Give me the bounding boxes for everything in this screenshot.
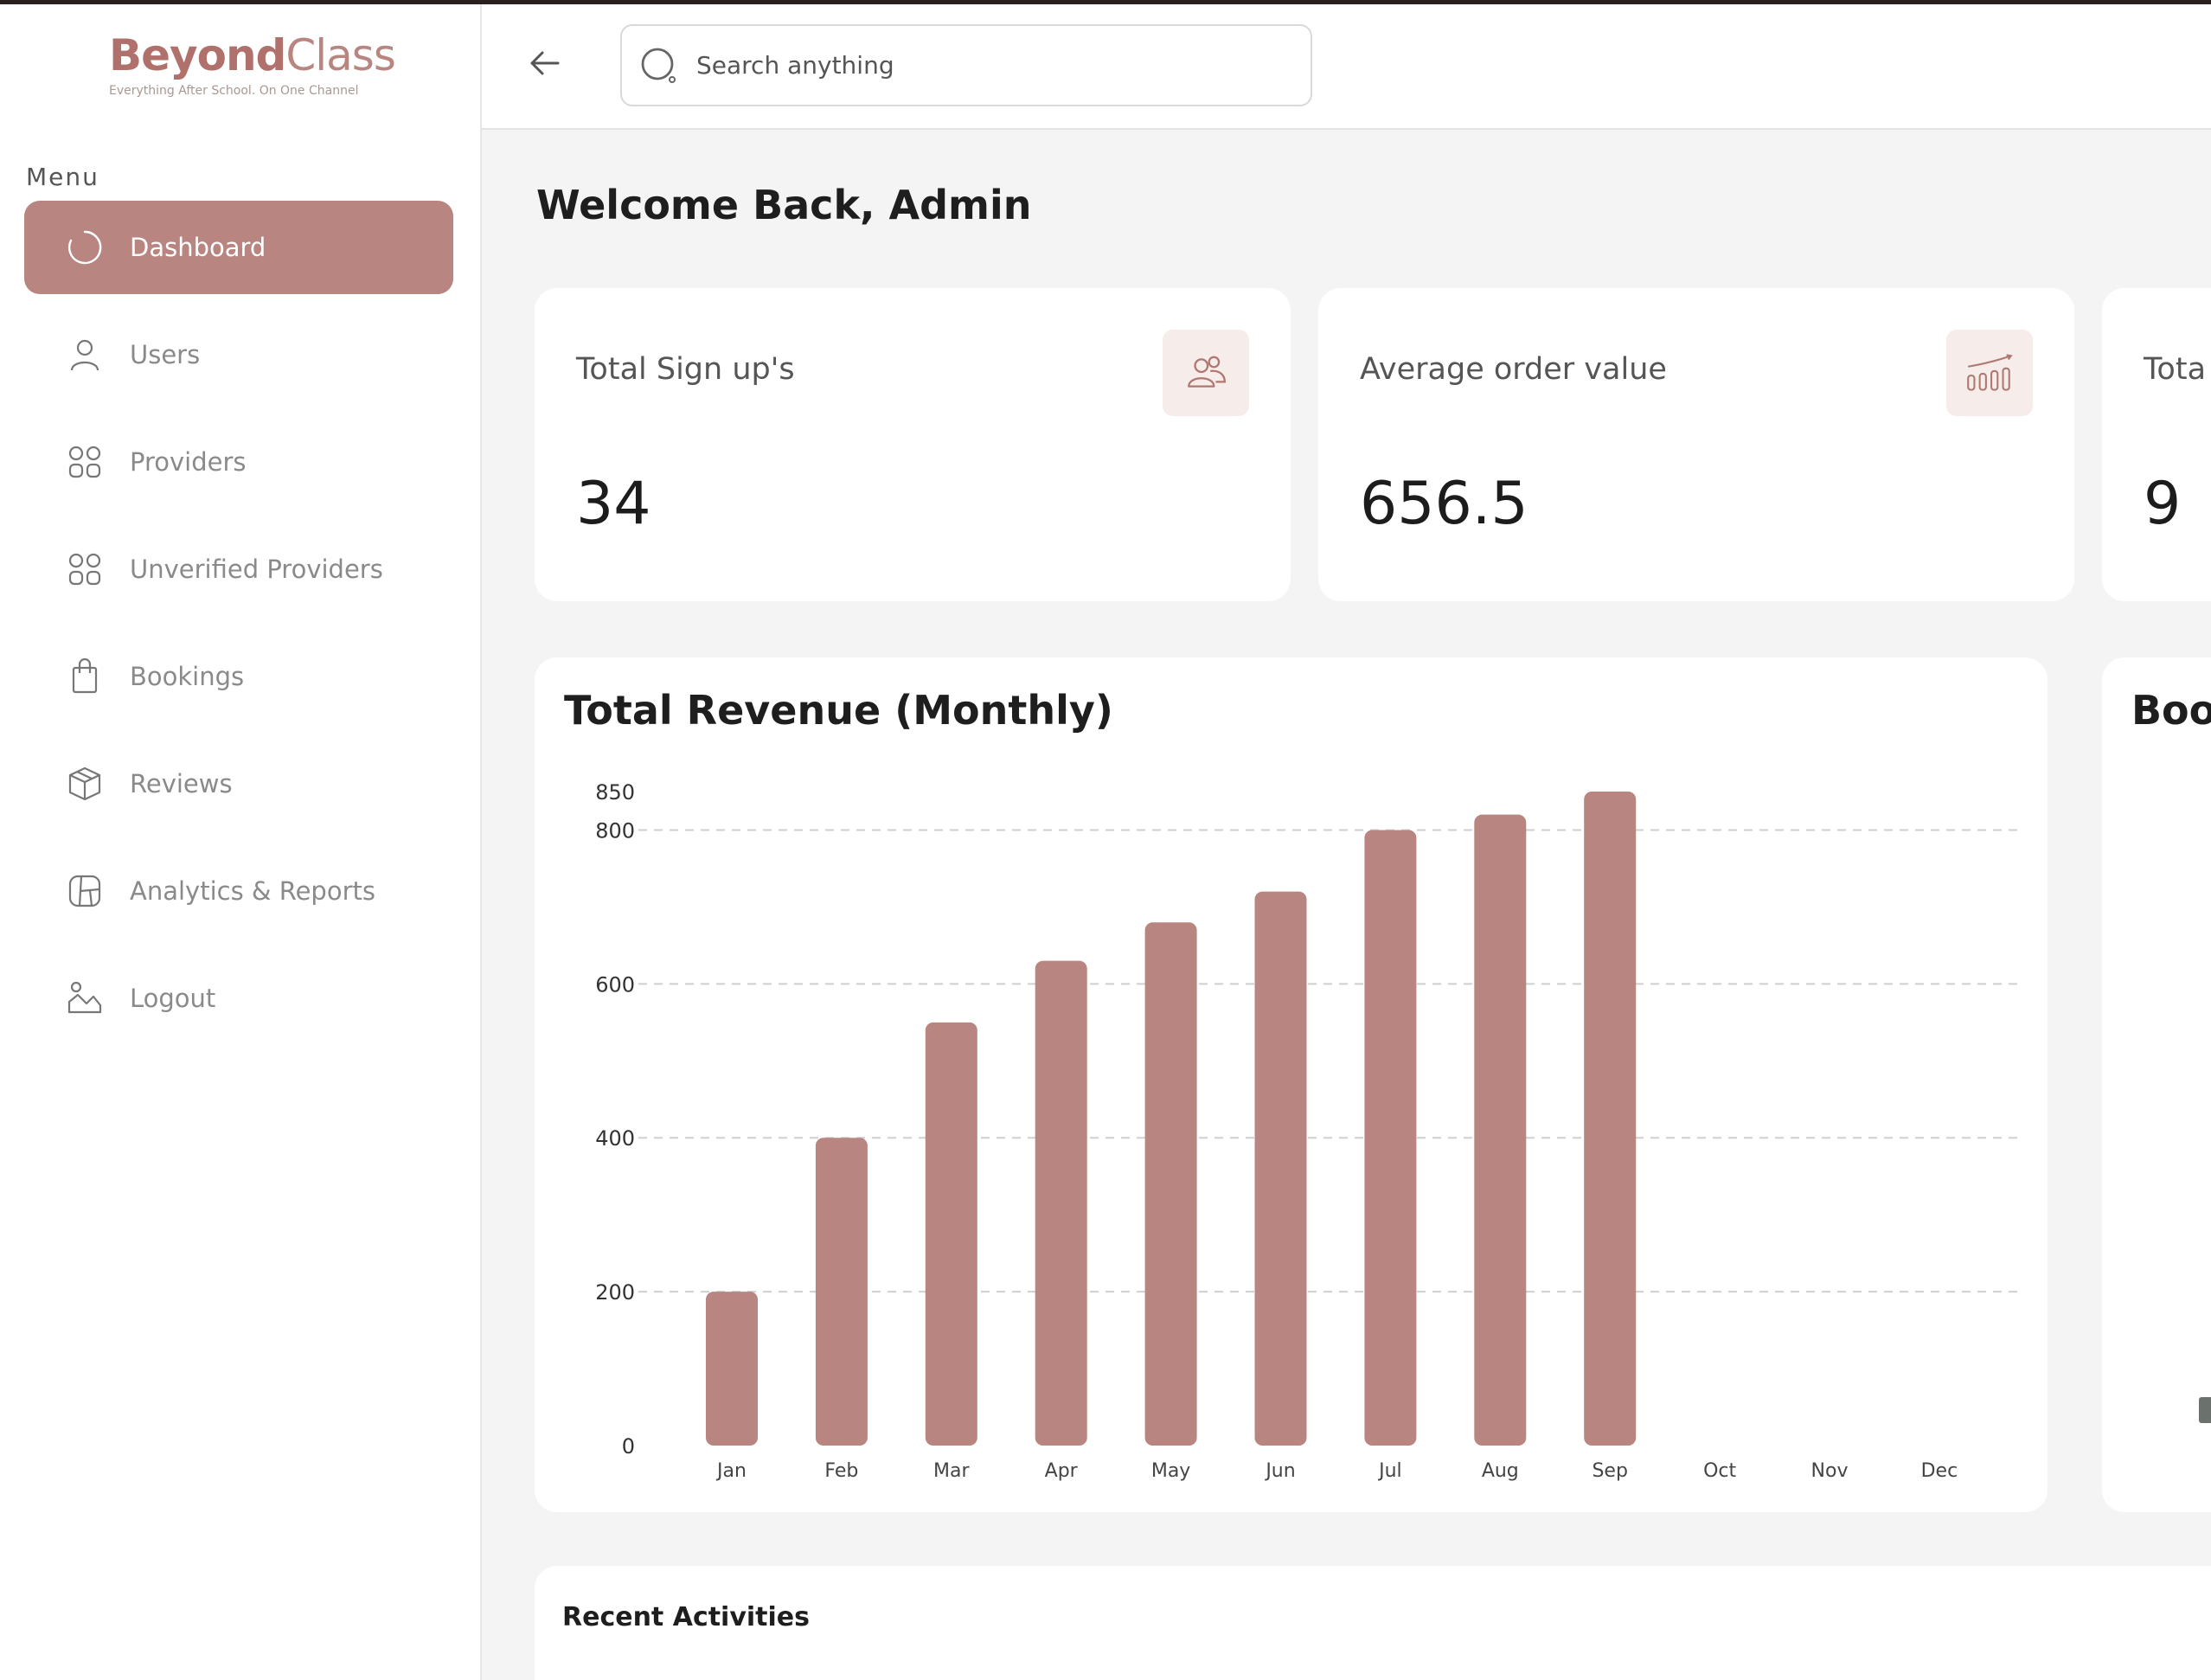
sidebar-item-logout[interactable]: Logout bbox=[24, 952, 453, 1045]
stat-card-partial: Tota 9 bbox=[2102, 288, 2211, 601]
x-tick-label: Apr bbox=[1045, 1460, 1079, 1482]
legend-swatch bbox=[2199, 1397, 2211, 1423]
chart-panel-icon bbox=[66, 872, 104, 910]
bar bbox=[706, 1292, 758, 1446]
bar bbox=[1254, 891, 1307, 1446]
sidebar-item-label: Bookings bbox=[130, 662, 245, 691]
stat-label: Tota bbox=[2144, 352, 2207, 387]
page-title: Welcome Back, Admin bbox=[536, 182, 1032, 228]
sidebar-item-label: Logout bbox=[130, 984, 216, 1013]
search-box[interactable] bbox=[620, 24, 1312, 106]
sidebar-item-providers[interactable]: Providers bbox=[24, 415, 453, 509]
stat-label: Average order value bbox=[1360, 352, 1667, 387]
top-header bbox=[482, 4, 2211, 130]
sidebar-item-label: Reviews bbox=[130, 769, 233, 798]
chart-title: Total Revenue (Monthly) bbox=[564, 687, 1113, 734]
search-input[interactable] bbox=[696, 51, 1285, 80]
arrow-left-icon bbox=[530, 51, 560, 75]
sidebar-item-bookings[interactable]: Bookings bbox=[24, 630, 453, 723]
recent-activities-card: Recent Activities bbox=[535, 1566, 2211, 1680]
x-tick-label: Jul bbox=[1377, 1460, 1402, 1482]
x-tick-label: Jun bbox=[1264, 1460, 1295, 1482]
sidebar-item-label: Analytics & Reports bbox=[130, 876, 375, 906]
box-icon bbox=[66, 765, 104, 803]
stat-value: 656.5 bbox=[1360, 470, 1528, 538]
sidebar-item-unverified-providers[interactable]: Unverified Providers bbox=[24, 523, 453, 616]
sidebar: BeyondClass Everything After School. On … bbox=[0, 4, 482, 1680]
y-tick-label: 800 bbox=[595, 818, 635, 843]
stat-label: Total Sign up's bbox=[576, 352, 795, 387]
bar bbox=[1474, 814, 1527, 1446]
shopping-bag-icon bbox=[66, 657, 104, 696]
search-icon bbox=[641, 48, 676, 83]
bar bbox=[925, 1022, 977, 1446]
bar bbox=[1035, 960, 1087, 1446]
bar bbox=[1364, 830, 1417, 1446]
y-tick-label: 600 bbox=[595, 972, 635, 997]
x-tick-label: May bbox=[1151, 1460, 1190, 1482]
x-tick-label: Feb bbox=[824, 1460, 858, 1482]
stat-value: 9 bbox=[2144, 470, 2182, 538]
x-tick-label: Dec bbox=[1921, 1460, 1958, 1482]
y-tick-label: 400 bbox=[595, 1126, 635, 1151]
x-tick-label: Sep bbox=[1592, 1460, 1627, 1482]
grid-icon bbox=[66, 443, 104, 481]
stat-value: 34 bbox=[576, 470, 651, 538]
menu-title: Menu bbox=[26, 163, 99, 191]
section-title: Recent Activities bbox=[562, 1602, 811, 1632]
grid-icon bbox=[66, 550, 104, 588]
brand-logo[interactable]: BeyondClass Everything After School. On … bbox=[109, 30, 396, 98]
logo-tagline: Everything After School. On One Channel bbox=[109, 84, 359, 98]
sidebar-item-label: Dashboard bbox=[130, 233, 266, 262]
bar-trend-icon bbox=[1946, 330, 2033, 416]
x-tick-label: Oct bbox=[1703, 1460, 1736, 1482]
sidebar-item-users[interactable]: Users bbox=[24, 308, 453, 401]
y-tick-label: 200 bbox=[595, 1280, 635, 1305]
bar bbox=[815, 1138, 868, 1446]
sidebar-item-reviews[interactable]: Reviews bbox=[24, 737, 453, 830]
y-tick-label: 850 bbox=[595, 780, 635, 805]
x-tick-label: Aug bbox=[1482, 1460, 1519, 1482]
logout-icon bbox=[66, 979, 104, 1017]
stat-card-average-order: Average order value 656.5 bbox=[1318, 288, 2074, 601]
x-tick-label: Jan bbox=[715, 1460, 747, 1482]
back-button[interactable] bbox=[525, 44, 563, 82]
dashboard-icon bbox=[66, 228, 104, 266]
bar bbox=[1144, 922, 1197, 1446]
user-icon bbox=[66, 336, 104, 374]
stat-card-signups: Total Sign up's 34 bbox=[535, 288, 1291, 601]
revenue-bar-chart: 0 200 400 600 800 850 Jan Feb Mar Apr May Jun Jul Aug… bbox=[595, 780, 2024, 1482]
sidebar-item-dashboard[interactable]: Dashboard bbox=[24, 201, 453, 294]
sidebar-item-label: Unverified Providers bbox=[130, 555, 383, 584]
logo-wordmark: BeyondClass bbox=[109, 30, 396, 80]
x-tick-label: Nov bbox=[1811, 1460, 1849, 1482]
sidebar-item-analytics-reports[interactable]: Analytics & Reports bbox=[24, 844, 453, 938]
y-tick-label: 0 bbox=[622, 1434, 635, 1459]
bar bbox=[1584, 792, 1637, 1446]
sidebar-nav: Dashboard Users Providers Unverified Pro… bbox=[24, 201, 453, 1059]
sidebar-item-label: Providers bbox=[130, 447, 247, 477]
bookings-card-partial: Book bbox=[2102, 657, 2211, 1512]
users-icon bbox=[1163, 330, 1249, 416]
revenue-chart-card: Total Revenue (Monthly) 0 200 400 600 800 850… bbox=[535, 657, 2048, 1512]
top-border bbox=[0, 0, 2211, 4]
x-tick-label: Mar bbox=[933, 1460, 970, 1482]
sidebar-item-label: Users bbox=[130, 340, 201, 369]
card-title: Book bbox=[2131, 687, 2211, 734]
